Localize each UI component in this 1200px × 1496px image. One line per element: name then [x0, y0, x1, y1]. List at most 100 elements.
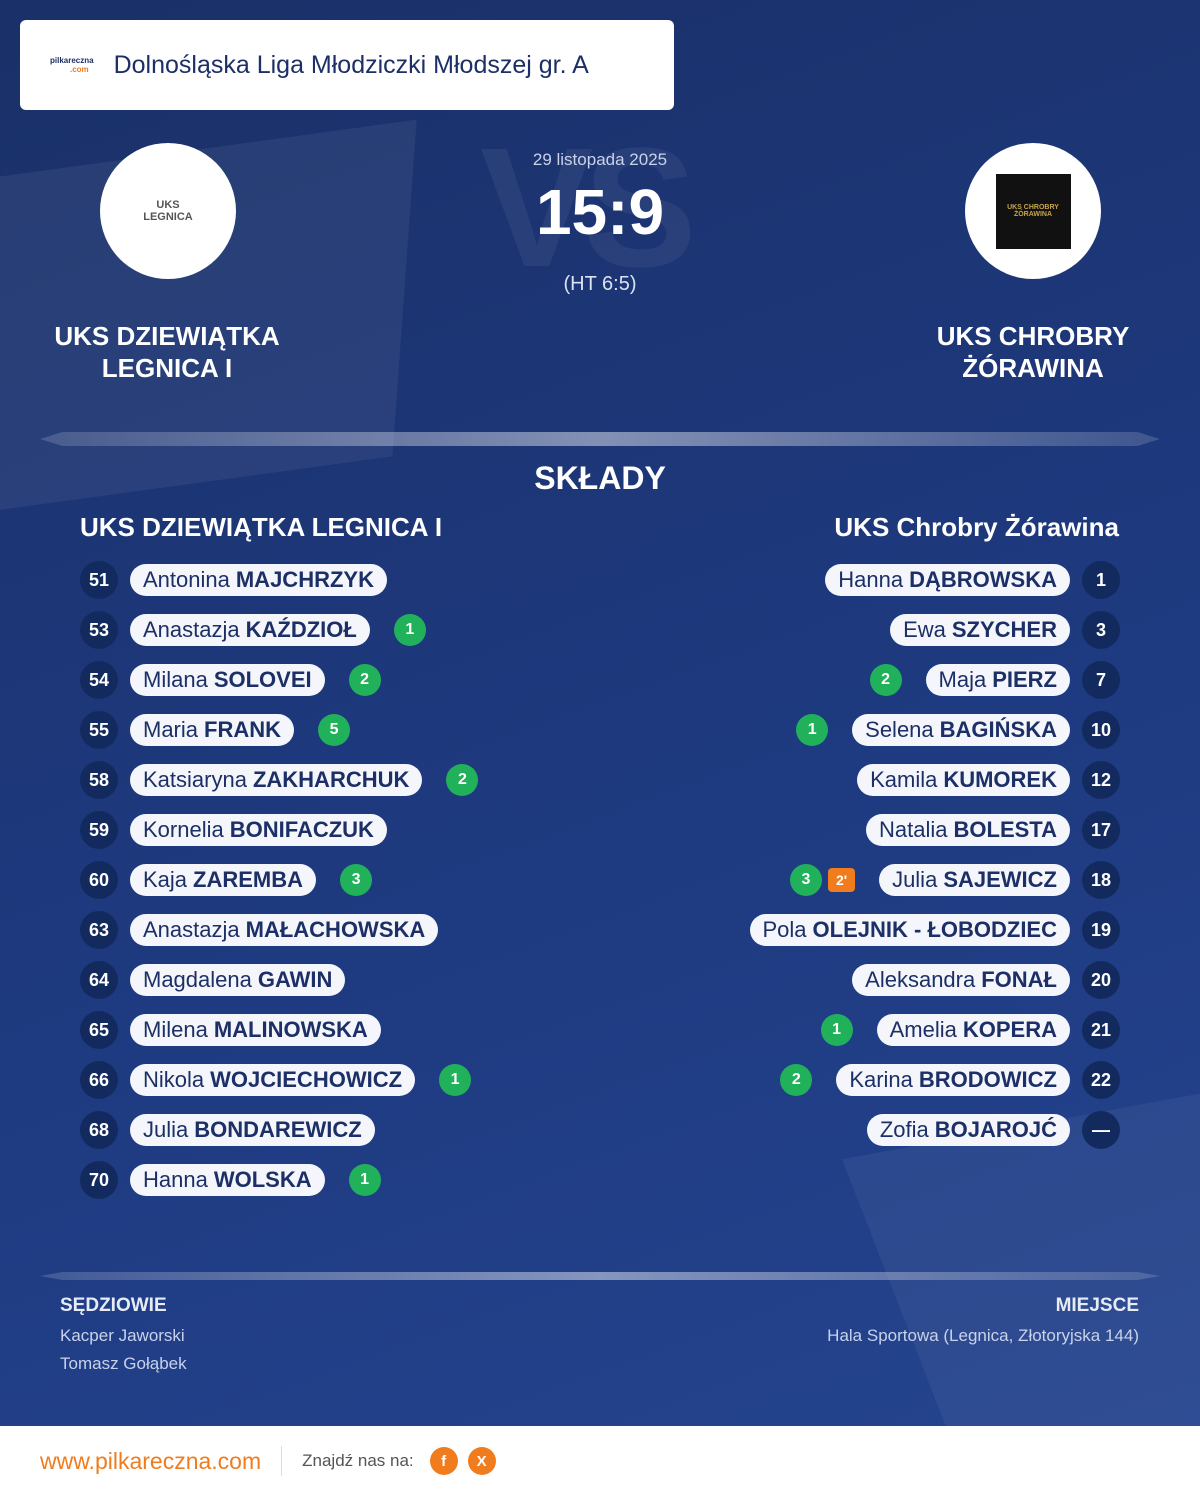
player-row: 54 Milana SOLOVEI 2 [80, 655, 640, 705]
last-name: BONIFACZUK [229, 817, 374, 842]
venue: Hala Sportowa (Legnica, Złotoryjska 144) [827, 1326, 1139, 1345]
league-title: Dolnośląska Liga Młodziczki Młodszej gr.… [113, 50, 589, 79]
last-name: MAŁACHOWSKA [245, 917, 426, 942]
player-number: 59 [80, 811, 118, 849]
goals-badge: 5 [318, 714, 351, 746]
player-number: 63 [80, 911, 118, 949]
last-name: GAWIN [257, 967, 333, 992]
goals-badge: 1 [820, 1014, 853, 1046]
crest-text: UKS LEGNICA [143, 199, 193, 223]
last-name: FONAŁ [981, 967, 1057, 992]
player-name: Kornelia BONIFACZUK [130, 814, 387, 846]
last-name: BOJAROJĆ [934, 1117, 1057, 1142]
first-name: Maja [938, 667, 987, 692]
player-number: 55 [80, 711, 118, 749]
player-name: Karina BRODOWICZ [836, 1064, 1070, 1096]
first-name: Anastazja [143, 617, 240, 642]
player-number: 66 [80, 1061, 118, 1099]
last-name: KUMOREK [943, 767, 1057, 792]
player-name: Hanna WOLSKA [130, 1164, 325, 1196]
player-number: 64 [80, 961, 118, 999]
social-icon[interactable]: X [467, 1447, 496, 1475]
social-icon[interactable]: f [429, 1447, 458, 1475]
away-lineup-title: UKS Chrobry Żórawina [834, 512, 1119, 542]
player-name: Magdalena GAWIN [130, 964, 346, 996]
player-row: 3 Ewa SZYCHER [560, 605, 1120, 655]
last-name: MAJCHRZYK [235, 567, 374, 592]
last-name: KOPERA [962, 1017, 1057, 1042]
player-number: 1 [1082, 561, 1120, 599]
first-name: Ewa [903, 617, 946, 642]
player-row: 65 Milena MALINOWSKA [80, 1005, 640, 1055]
first-name: Amelia [889, 1017, 957, 1042]
last-name: SAJEWICZ [943, 867, 1057, 892]
player-row: 7 Maja PIERZ 2 [560, 655, 1120, 705]
player-row: 12 Kamila KUMOREK [560, 755, 1120, 805]
last-name: SOLOVEI [213, 667, 312, 692]
player-name: Milena MALINOWSKA [130, 1014, 381, 1046]
header: pilkareczna .com Dolnośląska Liga Młodzi… [20, 20, 674, 110]
player-number: 58 [80, 761, 118, 799]
last-name: SZYCHER [951, 617, 1057, 642]
logo-suffix: .com [70, 65, 89, 74]
player-row: 21 Amelia KOPERA 1 [560, 1005, 1120, 1055]
score: 15:9 [535, 176, 665, 248]
player-number: 60 [80, 861, 118, 899]
first-name: Kornelia [143, 817, 224, 842]
last-name: MALINOWSKA [213, 1017, 368, 1042]
player-number: 65 [80, 1011, 118, 1049]
away-lineup: 1 Hanna DĄBROWSKA 3 Ewa SZYCHER 7 Maja PIERZ 2 10 S… [560, 555, 1120, 1155]
first-name: Hanna [143, 1167, 208, 1192]
player-number: 17 [1082, 811, 1120, 849]
player-number: 10 [1082, 711, 1120, 749]
player-number: 70 [80, 1161, 118, 1199]
last-name: BRODOWICZ [918, 1067, 1057, 1092]
player-row: 1 Hanna DĄBROWSKA [560, 555, 1120, 605]
match-date: 29 listopada 2025 [532, 150, 668, 169]
player-name: Zofia BOJAROJĆ [866, 1114, 1070, 1146]
player-name: Julia SAJEWICZ [879, 864, 1070, 896]
away-team-name: UKS CHROBRY ŻÓRAWINA [936, 321, 1130, 383]
player-row: 60 Kaja ZAREMBA 3 [80, 855, 640, 905]
site-link[interactable]: www.pilkareczna.com [40, 1447, 262, 1474]
goals-badge: 2 [780, 1064, 813, 1096]
player-row: 19 Pola OLEJNIK - ŁOBODZIEC [560, 905, 1120, 955]
player-number: 22 [1082, 1061, 1120, 1099]
player-name: Aleksandra FONAŁ [852, 964, 1070, 996]
last-name: ZAKHARCHUK [252, 767, 410, 792]
last-name: WOJCIECHOWICZ [210, 1067, 403, 1092]
officials-title: SĘDZIOWIE [60, 1295, 167, 1316]
penalty-badge: 2' [827, 868, 856, 892]
player-name: Katsiaryna ZAKHARCHUK [130, 764, 423, 796]
divider [40, 1272, 1160, 1280]
player-row: 51 Antonina MAJCHRZYK [80, 555, 640, 605]
half-time: (HT 6:5) [563, 273, 637, 295]
first-name: Zofia [879, 1117, 929, 1142]
away-crest: UKS CHROBRY ŻÓRAWINA [965, 143, 1101, 279]
player-number: — [1082, 1111, 1120, 1149]
player-name: Ewa SZYCHER [890, 614, 1070, 646]
player-row: 17 Natalia BOLESTA [560, 805, 1120, 855]
first-name: Julia [143, 1117, 189, 1142]
last-name: FRANK [204, 717, 282, 742]
goals-badge: 2 [869, 664, 902, 696]
player-number: 54 [80, 661, 118, 699]
venue-title: MIEJSCE [1055, 1295, 1139, 1316]
player-row: 22 Karina BRODOWICZ 2 [560, 1055, 1120, 1105]
player-name: Hanna DĄBROWSKA [825, 564, 1070, 596]
player-row: 55 Maria FRANK 5 [80, 705, 640, 755]
player-number: 18 [1082, 861, 1120, 899]
first-name: Antonina [143, 567, 230, 592]
player-row: 59 Kornelia BONIFACZUK [80, 805, 640, 855]
player-number: 12 [1082, 761, 1120, 799]
first-name: Pola [762, 917, 807, 942]
first-name: Natalia [879, 817, 948, 842]
player-number: 68 [80, 1111, 118, 1149]
player-name: Maria FRANK [130, 714, 295, 746]
home-crest: UKS LEGNICA [100, 143, 236, 279]
goals-badge: 1 [348, 1164, 381, 1196]
player-row: 18 Julia SAJEWICZ 2' 3 [560, 855, 1120, 905]
goals-badge: 1 [796, 714, 829, 746]
